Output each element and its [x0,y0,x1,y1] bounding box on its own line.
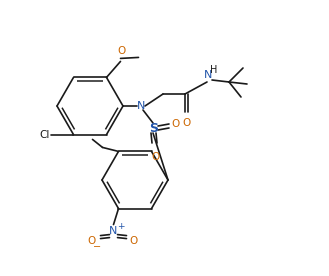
Text: −: − [93,242,102,252]
Text: O: O [117,46,126,56]
Text: N: N [109,225,118,236]
Text: N: N [137,101,145,111]
Text: S: S [149,121,159,134]
Text: O: O [172,119,180,129]
Text: O: O [182,118,190,128]
Text: O: O [88,236,96,246]
Text: Cl: Cl [39,129,49,140]
Text: O: O [129,236,138,246]
Text: O: O [151,152,159,162]
Text: N: N [204,70,212,80]
Text: +: + [117,222,124,231]
Text: H: H [210,65,218,75]
